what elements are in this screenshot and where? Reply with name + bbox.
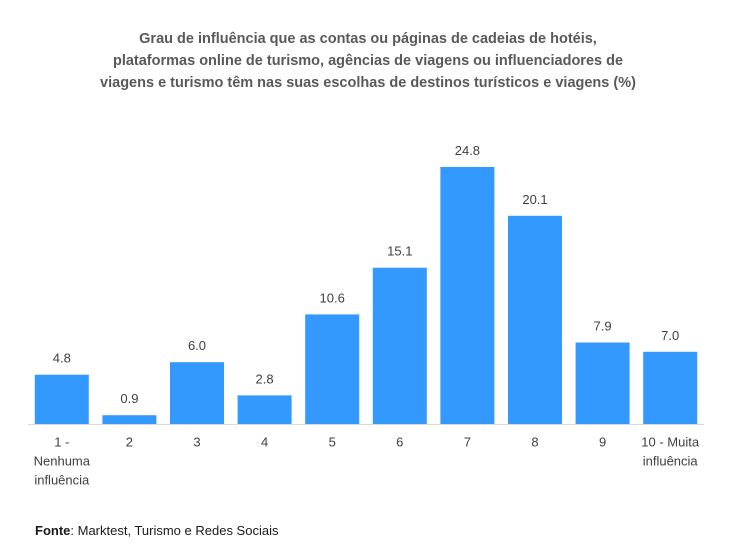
bar-5	[305, 314, 360, 425]
data-label-9: 7.9	[594, 319, 612, 334]
data-label-8: 20.1	[522, 192, 547, 207]
x-tick-label-3: 3	[193, 435, 200, 450]
x-tick-label-4: 4	[261, 435, 268, 450]
data-label-2: 0.9	[120, 391, 138, 406]
x-tick-label-6: 6	[396, 435, 403, 450]
bar-2	[102, 415, 157, 425]
bar-3	[170, 362, 224, 425]
chart-title-line-3: viagens e turismo têm nas suas escolhas …	[100, 75, 636, 91]
bar-9	[575, 342, 630, 425]
x-tick-label-2: 2	[126, 435, 133, 450]
data-label-7: 24.8	[455, 143, 480, 158]
x-tick-label-1: 1 -Nenhuma influência	[34, 435, 91, 488]
data-label-1: 4.8	[53, 351, 71, 366]
source-text: : Marktest, Turismo e Redes Sociais	[70, 523, 279, 538]
bar-10	[643, 351, 698, 425]
bar-6	[372, 267, 427, 425]
data-label-3: 6.0	[188, 338, 206, 353]
data-label-4: 2.8	[256, 371, 274, 386]
chart-title-line-1: Grau de influência que as contas ou pági…	[139, 31, 597, 47]
x-tick-label-10: 10 - Muita influência	[641, 435, 700, 469]
data-label-10: 7.0	[661, 328, 679, 343]
source-label: Fonte	[35, 523, 71, 538]
x-tick-label-7: 7	[464, 435, 471, 450]
data-label-6: 15.1	[387, 244, 412, 259]
x-tick-label-9: 9	[599, 435, 606, 450]
bar-7	[440, 167, 495, 425]
x-tick-label-5: 5	[329, 435, 336, 450]
x-tick-label-8: 8	[531, 435, 538, 450]
chart-title-line-2: plataformas online de turismo, agências …	[112, 53, 624, 69]
bar-8	[508, 215, 562, 425]
data-label-5: 10.6	[320, 290, 345, 305]
bar-4	[237, 395, 292, 425]
bar-1	[34, 374, 89, 425]
source-note: Fonte: Marktest, Turismo e Redes Sociais	[35, 523, 278, 538]
chart-title: Grau de influência que as contas ou pági…	[60, 28, 676, 94]
